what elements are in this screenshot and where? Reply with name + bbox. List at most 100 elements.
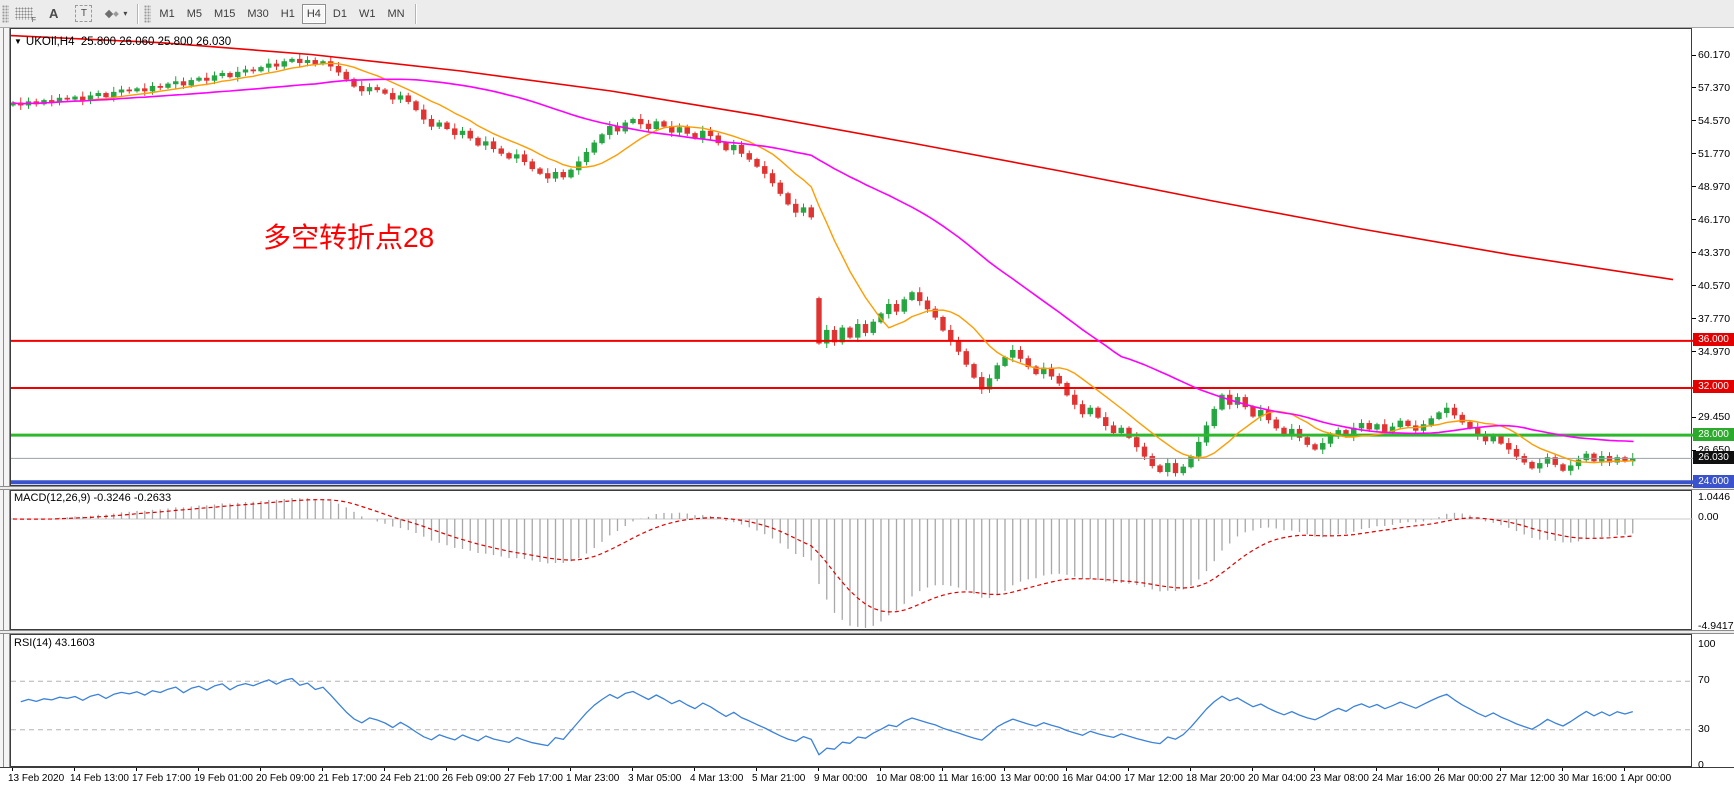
time-axis-label: 4 Mar 13:00 <box>690 773 744 784</box>
time-axis-label: 5 Mar 21:00 <box>752 773 806 784</box>
time-tick-mark <box>74 768 75 771</box>
time-axis-label: 3 Mar 05:00 <box>628 773 682 784</box>
time-tick-mark <box>322 768 323 771</box>
grid-tool-icon[interactable]: F <box>15 7 36 24</box>
price-tick-mark <box>1692 55 1696 56</box>
text-box-tool-button[interactable]: T <box>75 5 93 22</box>
toolbar-separator <box>137 3 139 24</box>
price-tick-mark <box>1692 417 1696 418</box>
time-tick-mark <box>632 768 633 771</box>
price-line-badge: 26.030 <box>1693 451 1734 464</box>
main-chart-canvas[interactable] <box>11 29 1693 487</box>
timeframe-button-d1[interactable]: D1 <box>332 7 347 20</box>
time-axis-label: 13 Mar 00:00 <box>1000 773 1059 784</box>
time-axis-label: 20 Feb 09:00 <box>256 773 315 784</box>
chart-annotation-text[interactable]: 多空转折点28 <box>263 222 435 253</box>
time-axis-label: 20 Mar 04:00 <box>1248 773 1307 784</box>
price-tick-mark <box>1692 186 1696 187</box>
timeframe-button-m5[interactable]: M5 <box>186 7 202 20</box>
time-tick-mark <box>260 768 261 771</box>
timeframe-button-h4[interactable]: H4 <box>301 3 326 24</box>
price-line-badge: 32.000 <box>1693 380 1734 393</box>
time-axis-label: 18 Mar 20:00 <box>1186 773 1245 784</box>
time-tick-mark <box>446 768 447 771</box>
macd-panel[interactable] <box>10 490 1693 631</box>
rsi-panel[interactable] <box>10 634 1693 768</box>
rsi-label: RSI(14) 43.1603 <box>14 637 95 649</box>
time-axis-label: 13 Feb 2020 <box>8 773 65 784</box>
time-tick-mark <box>756 768 757 771</box>
macd-label: MACD(12,26,9) -0.3246 -0.2633 <box>14 492 172 504</box>
time-axis-label: 17 Feb 17:00 <box>132 773 191 784</box>
price-tick-label: 34.970 <box>1698 346 1731 358</box>
time-axis-label: 26 Feb 09:00 <box>442 773 501 784</box>
time-tick-mark <box>880 768 881 771</box>
macd-axis-label: 1.0446 <box>1698 491 1731 503</box>
macd-canvas[interactable] <box>11 491 1693 631</box>
main-chart-panel[interactable] <box>10 28 1693 487</box>
toolbar-grip[interactable] <box>144 4 152 23</box>
panel-splitter[interactable] <box>0 486 1734 490</box>
time-tick-mark <box>136 768 137 771</box>
price-tick-label: 37.770 <box>1698 313 1731 325</box>
price-tick-mark <box>1692 285 1696 286</box>
price-tick-label: 40.570 <box>1698 280 1731 292</box>
symbol-timeframe: UKOIl,H4 <box>25 36 75 48</box>
price-tick-mark <box>1692 219 1696 220</box>
time-axis-label: 19 Feb 01:00 <box>194 773 253 784</box>
time-tick-mark <box>818 768 819 771</box>
time-tick-mark <box>198 768 199 771</box>
time-tick-mark <box>942 768 943 771</box>
rsi-axis-label: 100 <box>1698 638 1716 650</box>
timeframe-button-m30[interactable]: M30 <box>247 7 269 20</box>
ohlc-readout: 25.800 26.060 25.800 26.030 <box>80 36 232 48</box>
price-tick-label: 60.170 <box>1698 49 1731 61</box>
time-axis-label: 1 Apr 00:00 <box>1620 773 1672 784</box>
rsi-axis-label: 0 <box>1698 759 1704 771</box>
macd-axis-label: 0.00 <box>1698 511 1719 523</box>
time-axis-label: 9 Mar 00:00 <box>814 773 868 784</box>
price-tick-label: 48.970 <box>1698 181 1731 193</box>
price-tick-label: 51.770 <box>1698 148 1731 160</box>
price-line-badge: 28.000 <box>1693 428 1734 441</box>
time-tick-mark <box>1004 768 1005 771</box>
toolbar: F A T ▾ M1 M5 M15 M30 H1 H4 D1 W1 MN <box>0 0 1734 28</box>
price-tick-label: 57.370 <box>1698 82 1731 94</box>
timeframe-button-m1[interactable]: M1 <box>159 7 175 20</box>
price-tick-label: 29.450 <box>1698 411 1731 423</box>
time-axis-label: 11 Mar 16:00 <box>938 773 997 784</box>
toolbar-grip[interactable] <box>2 4 9 23</box>
price-tick-mark <box>1692 120 1696 121</box>
time-tick-mark <box>570 768 571 771</box>
price-tick-mark <box>1692 252 1696 253</box>
time-axis[interactable] <box>0 767 1734 791</box>
time-tick-mark <box>1500 768 1501 771</box>
timeframe-button-w1[interactable]: W1 <box>358 7 376 20</box>
timeframe-button-h1[interactable]: H1 <box>280 7 295 20</box>
chart-collapse-icon[interactable]: ▼ <box>14 37 22 46</box>
time-axis-label: 26 Mar 00:00 <box>1434 773 1493 784</box>
time-tick-mark <box>1190 768 1191 771</box>
time-tick-mark <box>1128 768 1129 771</box>
time-tick-mark <box>1066 768 1067 771</box>
time-tick-mark <box>1376 768 1377 771</box>
time-axis-label: 23 Mar 08:00 <box>1310 773 1369 784</box>
price-tick-mark <box>1692 318 1696 319</box>
time-tick-mark <box>694 768 695 771</box>
chevron-down-icon[interactable]: ▾ <box>123 9 128 18</box>
timeframe-button-mn[interactable]: MN <box>387 7 405 20</box>
timeframe-button-m15[interactable]: M15 <box>213 7 236 20</box>
panel-splitter[interactable] <box>0 630 1734 634</box>
price-tick-mark <box>1692 351 1696 352</box>
macd-axis-label: -4.9417 <box>1698 620 1734 632</box>
text-label-tool-button[interactable]: A <box>49 6 59 21</box>
time-tick-mark <box>384 768 385 771</box>
time-axis-label: 16 Mar 04:00 <box>1062 773 1121 784</box>
arrows-tool-button[interactable]: ▾ <box>105 9 127 18</box>
timeframe-button-group: M1 M5 M15 M30 H1 H4 D1 W1 MN <box>153 3 410 24</box>
diamond-icon <box>113 10 120 17</box>
chart-title[interactable]: ▼ UKOIl,H4 25.800 26.060 25.800 26.030 <box>14 36 231 48</box>
rsi-canvas[interactable] <box>11 635 1693 768</box>
time-axis-label: 17 Mar 12:00 <box>1124 773 1183 784</box>
